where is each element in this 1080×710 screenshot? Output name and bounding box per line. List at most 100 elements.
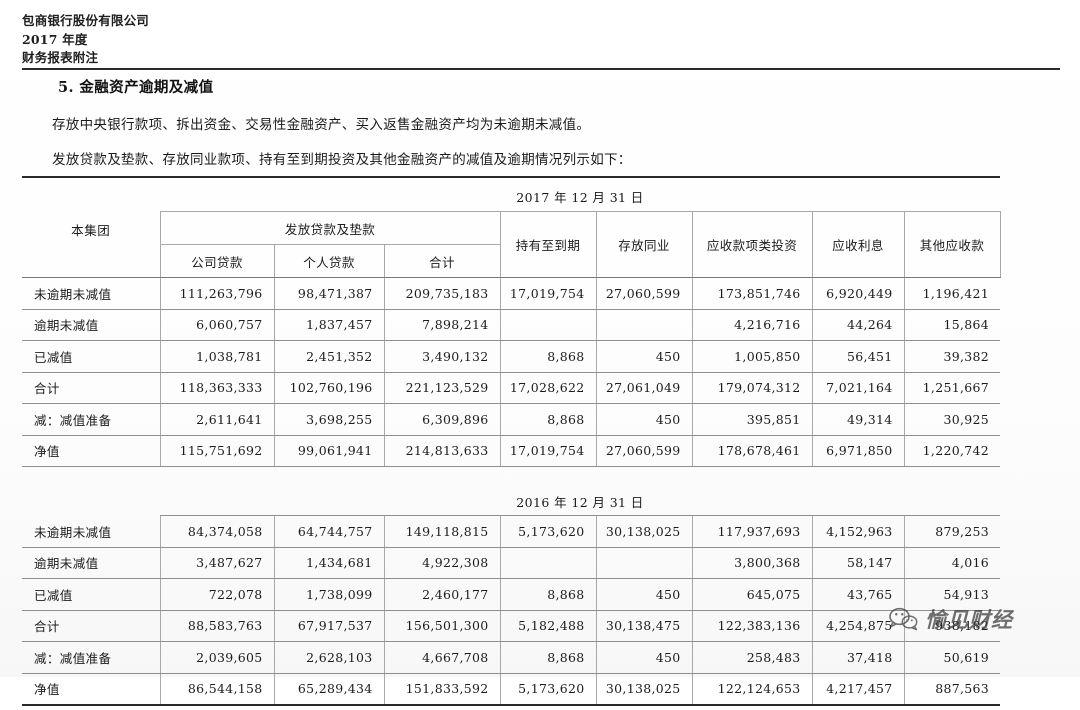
cell-value: 1,005,850 (692, 340, 813, 373)
cell-value: 1,220,742 (904, 435, 1000, 467)
cell-value: 879,253 (904, 515, 1000, 548)
cell-value: 102,760,196 (274, 372, 385, 404)
impairment-table: 本集团 2017 年 12 月 31 日 发放贷款及垫款 持有至到期 存放同业 … (22, 176, 1001, 710)
cell-value: 6,309,896 (384, 403, 501, 436)
cell-value: 450 (596, 578, 693, 611)
col-header-htm: 持有至到期 (499, 211, 597, 278)
row-label: 减：减值准备 (22, 641, 161, 674)
cell-value: 4,922,308 (384, 547, 501, 579)
period-label-2017: 2017 年 12 月 31 日 (160, 181, 1000, 212)
table-row: 减：减值准备 2,039,605 2,628,103 4,667,708 8,8… (22, 641, 1000, 674)
cell-value: 43,765 (812, 578, 905, 611)
cell-value: 173,851,746 (692, 277, 813, 310)
cell-value: 3,698,255 (274, 403, 385, 436)
cell-value: 3,800,368 (692, 547, 813, 579)
cell-value: 887,563 (904, 673, 1000, 706)
paragraph-1: 存放中央银行款项、拆出资金、交易性金融资产、买入返售金融资产均为未逾期未减值。 (52, 117, 591, 133)
cell-value: 178,678,461 (692, 435, 813, 467)
cell-value: 65,289,434 (274, 673, 385, 706)
cell-value: 8,868 (500, 641, 597, 674)
cell-value: 645,075 (692, 578, 813, 611)
cell-value: 2,451,352 (274, 340, 385, 373)
row-label: 已减值 (22, 578, 161, 611)
cell-value: 58,147 (812, 547, 905, 579)
cell-value: 4,254,875 (812, 610, 905, 642)
cell-value: 2,628,103 (274, 641, 385, 674)
group-header-loans: 发放贷款及垫款 (159, 211, 501, 245)
row-label: 净值 (22, 673, 161, 706)
cell-value: 15,864 (904, 309, 1000, 341)
cell-value: 30,925 (904, 403, 1000, 436)
cell-value: 395,851 (692, 403, 813, 436)
row-label: 逾期未减值 (22, 547, 161, 579)
row-label: 合计 (22, 610, 161, 642)
header-row-year-2016: 2016 年 12 月 31 日 (22, 488, 1000, 516)
cell-value: 156,501,300 (384, 610, 501, 642)
header-divider (22, 68, 1060, 70)
cell-value: 7,898,214 (384, 309, 501, 341)
row-label: 减：减值准备 (22, 403, 161, 436)
row-label: 已减值 (22, 340, 161, 373)
cell-value: 122,124,653 (692, 673, 813, 706)
cell-value: 30,138,475 (596, 610, 693, 642)
table-row: 合计 88,583,763 67,917,537 156,501,300 5,1… (22, 610, 1000, 642)
cell-value: 117,937,693 (692, 515, 813, 548)
cell-value: 122,383,136 (692, 610, 813, 642)
cell-value: 2,611,641 (160, 403, 275, 436)
cell-value: 99,061,941 (274, 435, 385, 467)
cell-value: 1,434,681 (274, 547, 385, 579)
table-row: 净值 115,751,692 99,061,941 214,813,633 17… (22, 435, 1000, 467)
section-heading: 5. 金融资产逾期及减值 (58, 79, 214, 96)
header-row-group: 发放贷款及垫款 持有至到期 存放同业 应收款项类投资 应收利息 其他应收款 (22, 211, 1001, 278)
table-top-rule (22, 176, 1000, 181)
cell-value: 1,038,781 (160, 340, 275, 373)
section-gap (22, 467, 1000, 489)
cell-value: 221,123,529 (384, 372, 501, 404)
cell-value: 1,738,099 (274, 578, 385, 611)
cell-value (500, 547, 597, 579)
cell-value: 3,490,132 (384, 340, 501, 373)
cell-value: 151,833,592 (384, 673, 501, 706)
cell-value: 4,667,708 (384, 641, 501, 674)
cell-value: 6,971,850 (812, 435, 905, 467)
cell-value: 179,074,312 (692, 372, 813, 404)
cell-value: 2,039,605 (160, 641, 275, 674)
cell-value: 27,060,599 (596, 435, 693, 467)
report-subtitle: 财务报表附注 (22, 50, 99, 65)
col-header-personal-loans: 个人贷款 (273, 244, 385, 278)
cell-value: 86,544,158 (160, 673, 275, 706)
cell-value: 67,917,537 (274, 610, 385, 642)
table-row: 净值 86,544,158 65,289,434 151,833,592 5,1… (22, 673, 1000, 706)
row-label: 未逾期未减值 (22, 515, 161, 548)
table-row: 合计 118,363,333 102,760,196 221,123,529 1… (22, 372, 1000, 404)
table-row: 未逾期未减值 84,374,058 64,744,757 149,118,815… (22, 515, 1000, 548)
cell-value: 450 (596, 403, 693, 436)
cell-value: 5,173,620 (500, 673, 597, 706)
cell-value: 214,813,633 (384, 435, 501, 467)
cell-value: 27,060,599 (596, 277, 693, 310)
col-header-corporate-loans: 公司贷款 (159, 244, 275, 278)
cell-value: 84,374,058 (160, 515, 275, 548)
cell-value: 27,061,049 (596, 372, 693, 404)
cell-value (500, 309, 597, 341)
cell-value: 450 (596, 641, 693, 674)
cell-value: 4,016 (904, 547, 1000, 579)
company-name: 包商银行股份有限公司 (22, 13, 150, 28)
header-row-subcols: 公司贷款 个人贷款 合计 (22, 244, 1000, 278)
cell-value: 88,583,763 (160, 610, 275, 642)
period-label-2016: 2016 年 12 月 31 日 (160, 488, 1000, 516)
cell-value: 17,019,754 (500, 277, 597, 310)
cell-value: 56,451 (812, 340, 905, 373)
row-label: 未逾期未减值 (22, 277, 161, 310)
cell-value: 1,837,457 (274, 309, 385, 341)
row-label: 合计 (22, 372, 161, 404)
cell-value (596, 309, 693, 341)
cell-value: 8,868 (500, 403, 597, 436)
cell-value: 4,152,963 (812, 515, 905, 548)
cell-value: 44,264 (812, 309, 905, 341)
col-header-receivable-investments: 应收款项类投资 (691, 211, 813, 278)
cell-value: 209,735,183 (384, 277, 501, 310)
cell-value: 3,487,627 (160, 547, 275, 579)
cell-value: 4,216,716 (692, 309, 813, 341)
cell-value: 111,263,796 (160, 277, 275, 310)
